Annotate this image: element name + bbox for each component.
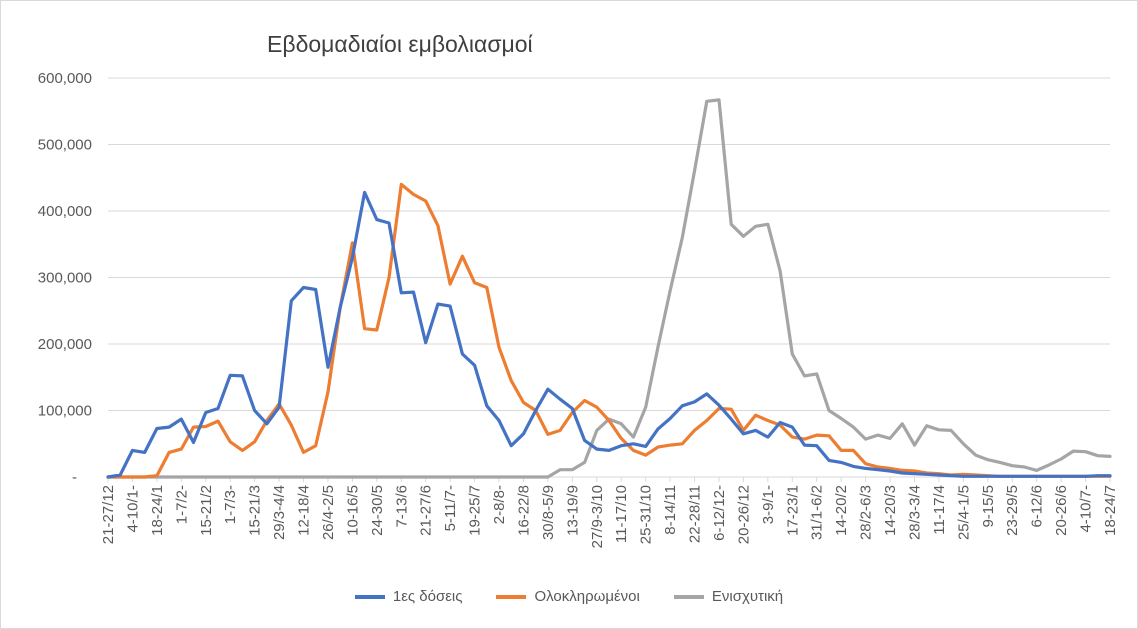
legend-label: Ολοκληρωμένοι [534,588,640,605]
x-tick-label: 1-7/3- [222,485,239,524]
x-tick-label: 8-14/11 [662,485,679,535]
x-tick-label: 20-26/12 [735,485,752,544]
x-tick-label: 24-30/5 [369,485,386,536]
x-tick-label: 2-8/8- [491,485,508,524]
x-tick-label: 14-20/3 [882,485,899,536]
x-tick-label: 11-17/10 [613,485,630,543]
legend-label: Ενισχυτική [711,588,784,605]
x-tick-label: 3-9/1- [760,485,777,524]
x-tick-label: 26/4-2/5 [320,485,337,540]
chart-title: Εβδομαδιαίοι εμβολιασμοί [267,31,533,57]
legend-swatch [354,594,385,599]
y-tick-label: - [72,469,77,486]
y-tick-label: 400,000 [38,203,92,220]
y-tick-label: 600,000 [38,70,92,87]
legend-swatch [496,594,527,599]
x-tick-label: 27/9-3/10 [589,485,606,548]
x-tick-label: 10-16/5 [344,485,361,536]
x-tick-label: 22-28/11 [687,485,704,543]
x-tick-label: 13-19/9 [564,485,581,536]
x-tick-label: 18-24/1 [149,485,166,536]
x-tick-label: 12-18/4 [296,485,313,536]
x-tick-label: 30/8-5/9 [540,485,557,540]
x-tick-label: 4-10/7- [1078,485,1095,533]
x-tick-label: 28/3-3/4 [906,485,923,540]
x-tick-label: 14-20/2 [833,485,850,536]
x-tick-label: 6-12/6 [1029,485,1046,528]
x-tick-label: 5-11/7- [442,485,459,531]
x-tick-label: 23-29/5 [1004,485,1021,536]
x-tick-label: 7-13/6 [393,485,410,528]
x-tick-label: 15-21/2 [198,485,215,536]
x-tick-label: 25-31/10 [638,485,655,544]
x-tick-label: 16-22/8 [515,485,532,536]
x-tick-label: 21-27/12 [100,485,117,544]
legend-item-first-doses: 1ες δόσεις [354,588,463,605]
x-tick-label: 31/1-6/2 [809,485,826,540]
x-tick-label: 11-17/4 [931,485,948,535]
y-tick-label: 300,000 [38,270,92,287]
legend: 1ες δόσεις Ολοκληρωμένοι Ενισχυτική [0,588,1138,605]
x-tick-label: 19-25/7 [467,485,484,536]
series-line-0 [106,190,1112,479]
x-tick-label: 6-12/12- [711,485,728,541]
legend-swatch [673,594,704,599]
x-tick-label: 29/3-4/4 [271,485,288,540]
legend-label: 1ες δόσεις [392,588,463,605]
y-tick-label: 100,000 [38,403,92,420]
x-tick-label: 20-26/6 [1053,485,1070,536]
x-tick-label: 15-21/3 [247,485,264,536]
series-line-1 [106,182,1112,479]
x-tick-label: 17-23/1 [784,485,801,536]
x-tick-label: 9-15/5 [980,485,997,528]
legend-item-booster: Ενισχυτική [673,588,784,605]
x-tick-label: 18-24/7 [1102,485,1119,536]
y-tick-label: 200,000 [38,336,92,353]
x-tick-label: 21-27/6 [418,485,435,536]
y-tick-label: 500,000 [38,137,92,154]
legend-item-completed: Ολοκληρωμένοι [496,588,640,605]
x-tick-label: 25/4-1/5 [955,485,972,540]
x-tick-label: 1-7/2- [173,485,190,524]
x-tick-label: 28/2-6/3 [858,485,875,540]
x-tick-label: 4-10/1- [124,485,141,533]
